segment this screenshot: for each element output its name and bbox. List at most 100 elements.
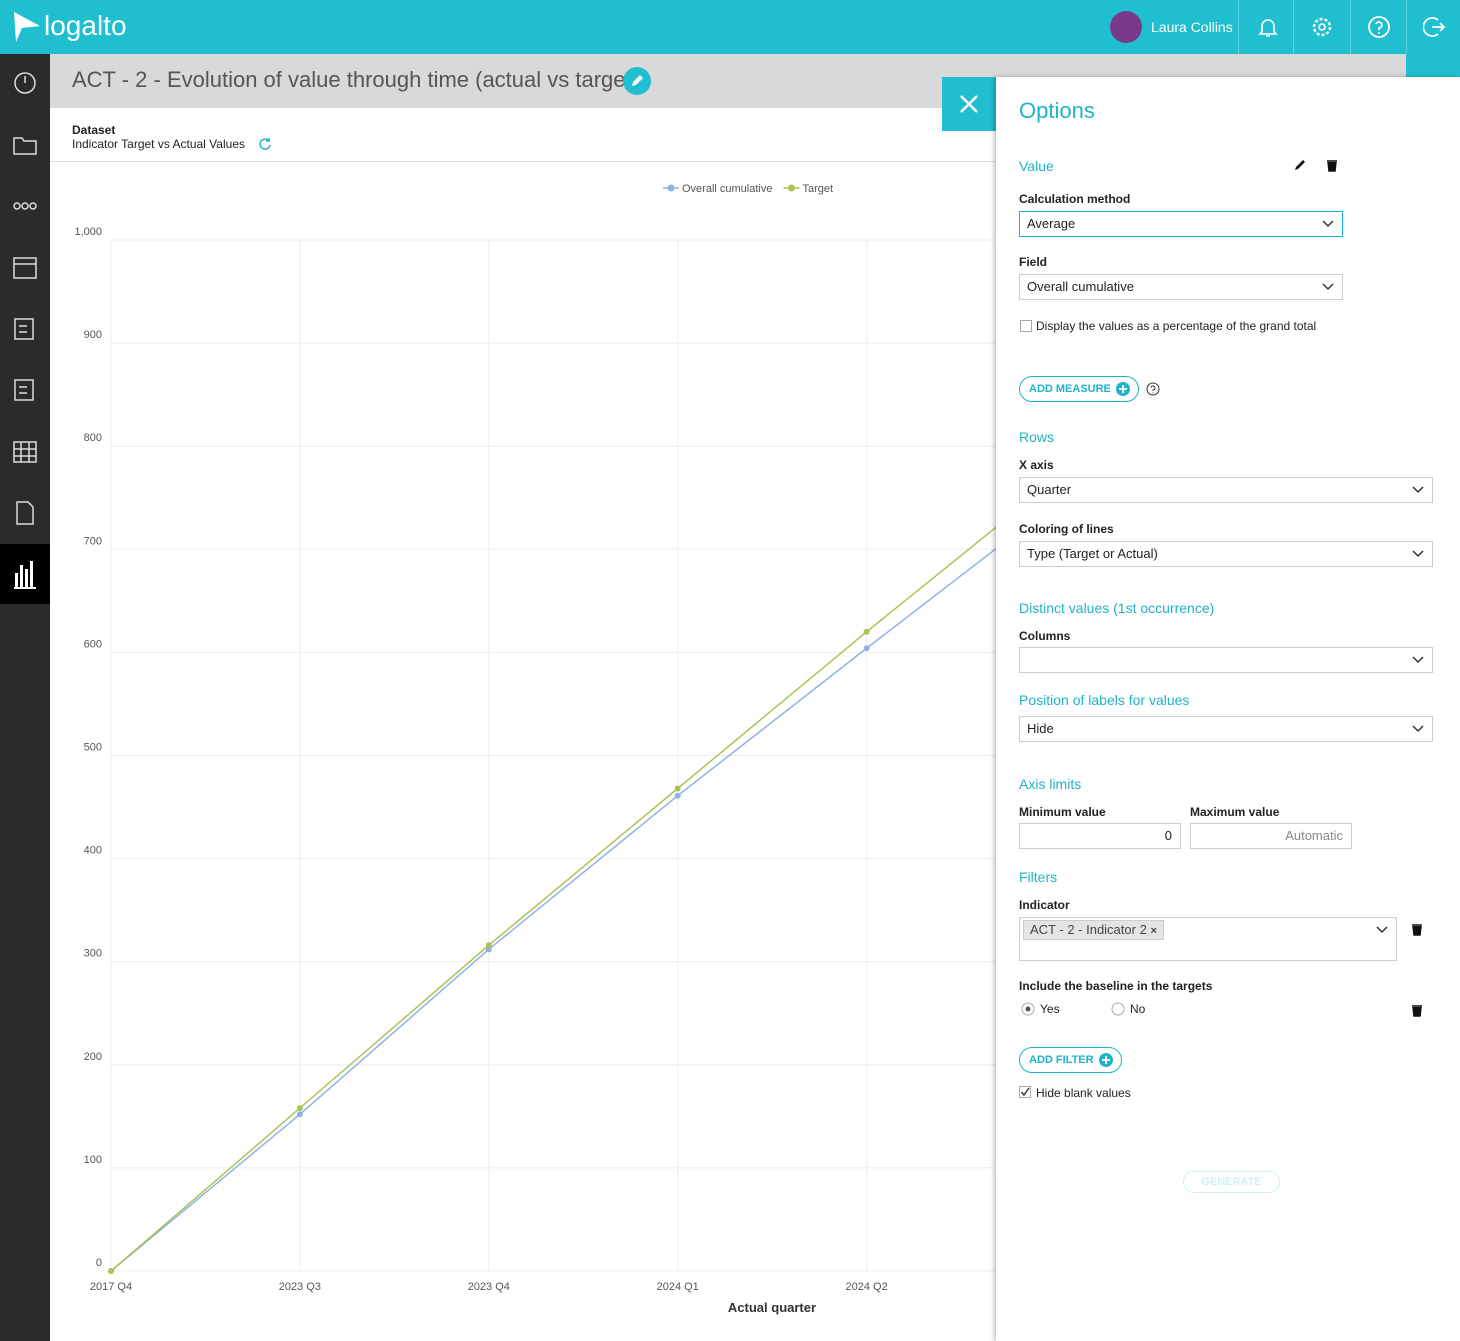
add-measure-button[interactable]: ADD MEASURE bbox=[1019, 376, 1139, 402]
dataset-name: Indicator Target vs Actual Values bbox=[72, 137, 245, 151]
section-title: Value bbox=[1019, 158, 1054, 174]
toolbar-button[interactable] bbox=[1406, 54, 1460, 77]
add-filter-button[interactable]: ADD FILTER bbox=[1019, 1047, 1122, 1073]
user-name[interactable]: Laura Collins bbox=[1151, 19, 1233, 35]
section-title: Filters bbox=[1019, 869, 1058, 885]
generate-button[interactable]: GENERATE bbox=[1183, 1171, 1280, 1193]
help-icon[interactable] bbox=[1367, 15, 1391, 39]
select[interactable]: Hide bbox=[1019, 716, 1433, 742]
select[interactable]: Quarter bbox=[1019, 477, 1433, 503]
value-actions[interactable] bbox=[1293, 158, 1343, 172]
button-text: ADD MEASURE bbox=[1029, 383, 1111, 395]
logo-icon bbox=[14, 12, 40, 42]
checkbox[interactable] bbox=[1020, 320, 1032, 332]
section-title: Position of labels for values bbox=[1019, 692, 1190, 708]
select[interactable] bbox=[1019, 647, 1433, 673]
point bbox=[485, 946, 492, 953]
options-title: Options bbox=[1019, 98, 1095, 123]
x-tick-label: 2023 Q3 bbox=[279, 1281, 321, 1293]
delete-icon[interactable] bbox=[1411, 1003, 1423, 1017]
line bbox=[110, 502, 1056, 1272]
y-tick-label: 700 bbox=[84, 535, 102, 547]
section-title: Distinct values (1st occurrence) bbox=[1019, 600, 1215, 616]
field-label: Include the baseline in the targets bbox=[1019, 979, 1213, 993]
y-tick-label: 500 bbox=[84, 742, 102, 754]
button-text: GENERATE bbox=[1201, 1176, 1262, 1188]
top-bar: logalto Laura Collins bbox=[0, 0, 1460, 54]
dataset-heading: Dataset bbox=[72, 123, 116, 137]
field-label: Indicator bbox=[1019, 898, 1070, 912]
help-icon[interactable] bbox=[1146, 382, 1160, 396]
line bbox=[110, 478, 1056, 1272]
options-panel bbox=[996, 77, 1460, 1341]
checkbox-label: Display the values as a percentage of th… bbox=[1036, 319, 1317, 333]
y-tick-label: 300 bbox=[84, 948, 102, 960]
divider bbox=[1350, 0, 1351, 54]
input-value: 0 bbox=[1164, 828, 1172, 843]
delete-icon[interactable] bbox=[1411, 922, 1423, 936]
bell-icon[interactable] bbox=[1256, 15, 1280, 39]
y-tick-label: 0 bbox=[96, 1257, 102, 1269]
point bbox=[674, 785, 681, 792]
legend-label: Target bbox=[802, 183, 833, 195]
settings-icon[interactable] bbox=[1310, 15, 1334, 39]
input-placeholder: Automatic bbox=[1285, 828, 1343, 843]
x-tick-label: 2017 Q4 bbox=[90, 1281, 132, 1293]
logout-icon[interactable] bbox=[1423, 15, 1447, 39]
close-button[interactable] bbox=[942, 77, 996, 131]
x-axis-label: Actual quarter bbox=[728, 1300, 816, 1315]
legend-marker bbox=[667, 184, 675, 192]
point bbox=[485, 942, 492, 949]
edit-title-button[interactable] bbox=[623, 67, 651, 95]
min-input[interactable]: 0 bbox=[1019, 823, 1181, 849]
radio[interactable] bbox=[1111, 1002, 1125, 1016]
legend-marker bbox=[787, 184, 795, 192]
select-value: Type (Target or Actual) bbox=[1027, 546, 1158, 561]
field-label: X axis bbox=[1019, 458, 1054, 472]
divider bbox=[1293, 0, 1294, 54]
select-value: Overall cumulative bbox=[1027, 279, 1134, 294]
x-tick-label: 2024 Q1 bbox=[657, 1281, 699, 1293]
field-label: Columns bbox=[1019, 629, 1071, 643]
field-label: Field bbox=[1019, 255, 1048, 269]
dataset-label: Dataset bbox=[72, 121, 115, 139]
field-label: Maximum value bbox=[1190, 805, 1280, 819]
button-text: ADD FILTER bbox=[1029, 1054, 1094, 1066]
point bbox=[863, 645, 870, 652]
field-label: Minimum value bbox=[1019, 805, 1106, 819]
divider bbox=[1238, 0, 1239, 54]
point bbox=[674, 792, 681, 799]
select-value: Hide bbox=[1027, 721, 1054, 736]
y-tick-label: 200 bbox=[84, 1051, 102, 1063]
select[interactable]: Average bbox=[1019, 211, 1343, 237]
separator bbox=[50, 161, 1460, 162]
select[interactable]: Type (Target or Actual) bbox=[1019, 541, 1433, 567]
max-input[interactable]: Automatic bbox=[1190, 823, 1352, 849]
sidebar-icons[interactable] bbox=[12, 70, 38, 590]
section-title: Axis limits bbox=[1019, 776, 1082, 792]
page-title: ACT - 2 - Evolution of value through tim… bbox=[72, 67, 639, 92]
section-title: Rows bbox=[1019, 429, 1055, 445]
radio-label: Yes bbox=[1040, 1002, 1060, 1016]
radio-selected[interactable] bbox=[1021, 1002, 1035, 1016]
select-value: Average bbox=[1027, 216, 1076, 231]
point bbox=[296, 1111, 303, 1118]
field-label: Coloring of lines bbox=[1019, 522, 1114, 536]
legend-label: Overall cumulative bbox=[682, 183, 772, 195]
y-tick-label: 400 bbox=[84, 845, 102, 857]
divider bbox=[1406, 0, 1407, 54]
y-tick-label: 800 bbox=[84, 432, 102, 444]
checkbox-checked[interactable] bbox=[1019, 1086, 1032, 1099]
select-value: Quarter bbox=[1027, 482, 1072, 497]
x-tick-label: 2024 Q2 bbox=[845, 1281, 887, 1293]
sidebar bbox=[0, 54, 50, 1341]
avatar[interactable] bbox=[1110, 11, 1142, 43]
logo[interactable]: logalto bbox=[44, 10, 127, 41]
radio-label: No bbox=[1130, 1002, 1146, 1016]
checkbox-label: Hide blank values bbox=[1036, 1086, 1131, 1100]
select[interactable]: Overall cumulative bbox=[1019, 274, 1343, 300]
point bbox=[863, 628, 870, 635]
filter-tag[interactable]: ACT - 2 - Indicator 2 × bbox=[1023, 920, 1164, 940]
refresh-icon[interactable] bbox=[258, 137, 272, 151]
